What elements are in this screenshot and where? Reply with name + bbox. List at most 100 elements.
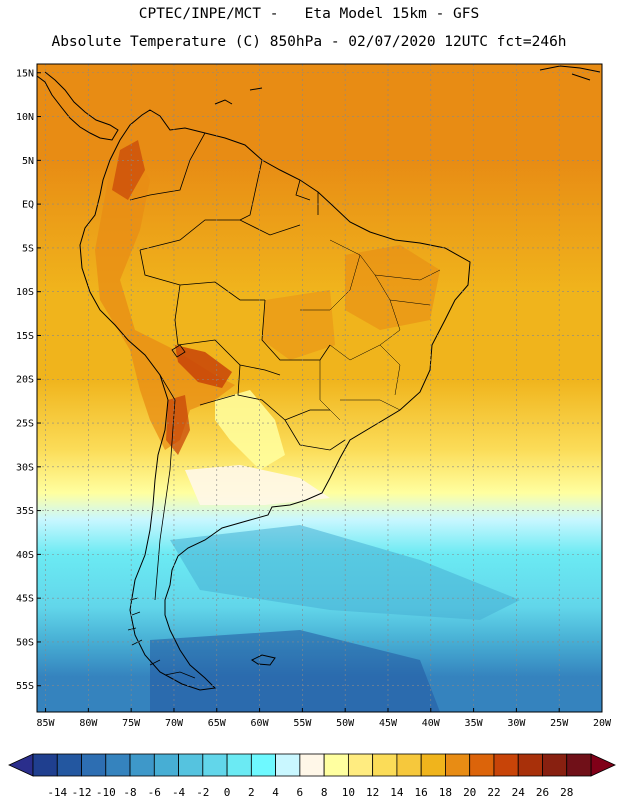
chart-title-line-2: Absolute Temperature (C) 850hPa - 02/07/… [51,34,567,50]
colorbar-swatch [153,753,179,777]
colorbar-swatch [542,753,568,777]
colorbar-label: -10 [96,786,116,799]
lat-tick-label: 10S [16,287,34,298]
central-brazil-warm-zone [262,290,335,360]
longitude-axis: 85W 80W 75W 70W 65W 60W 55W 50W 45W 40W 35W 30W 25W 2… [37,708,612,729]
colorbar-swatch [445,753,471,777]
colorbar-label: 22 [487,786,500,799]
lon-tick-label: 25W [550,718,569,729]
lon-tick-label: 30W [507,718,526,729]
colorbar-swatch [493,753,519,777]
colorbar-label: 18 [439,786,452,799]
colorbar-swatch [81,753,107,777]
atlantic-cold-tongue [170,525,520,620]
lat-tick-label: 40S [16,550,34,561]
lat-tick-label: 15N [16,68,34,79]
colorbar-label: -6 [148,786,161,799]
colorbar-label: -12 [72,786,92,799]
colorbar-swatch [129,753,155,777]
lat-tick-label: 45S [16,594,34,605]
colorbar-label: 16 [415,786,428,799]
lon-tick-label: 75W [122,718,141,729]
southern-cold-zone [150,630,440,712]
map-frame [36,63,603,713]
state-borders [300,239,441,421]
south-america-coastline [79,109,471,691]
colorbar-label: -4 [172,786,186,799]
colorbar-swatch [396,753,422,777]
colorbar-label: 10 [342,786,355,799]
lon-tick-label: 60W [251,718,270,729]
colorbar-swatch [323,753,349,777]
lat-tick-label: 5N [22,156,34,167]
colombia-hot-zone [112,140,145,200]
lat-tick-label: 15S [16,331,34,342]
country-borders [129,132,346,601]
lat-tick-label: 30S [16,462,34,473]
colorbar-label: 28 [560,786,573,799]
colorbar-swatch [56,753,82,777]
lat-tick-label: 10N [16,112,34,123]
color-scale-labels: -14 -12 -10 -8 -6 -4 -2 0 2 4 6 8 10 12 14 16 18 20 22 24 26… [47,786,573,799]
colorbar-label: 12 [366,786,379,799]
colorbar-swatch [226,753,252,777]
lon-tick-label: 35W [465,718,484,729]
lon-tick-label: 45W [379,718,398,729]
altiplano-hot-zone [175,345,232,388]
colorbar-swatch [105,753,131,777]
patagonia-archipelago [127,597,196,679]
colorbar-label: 20 [463,786,476,799]
colorbar-swatch [275,753,301,777]
colorbar-swatch [347,753,374,777]
lon-tick-label: 65W [208,718,227,729]
lat-tick-label: 55S [16,681,34,692]
lat-tick-label: 20S [16,375,34,386]
lon-tick-label: 80W [79,718,98,729]
colorbar-label: 2 [248,786,255,799]
colorbar-label: 14 [390,786,404,799]
falkland-islands [251,654,276,666]
lon-tick-label: 85W [37,718,56,729]
colorbar-high-arrow [590,753,616,777]
colorbar-label: -2 [196,786,209,799]
northeast-brazil-warm-zone [345,245,440,330]
rio-de-la-plata-cool-zone [185,465,330,505]
lon-tick-label: 20W [593,718,612,729]
colorbar-label: 0 [224,786,231,799]
colorbar-label: 4 [272,786,279,799]
colorbar-label: -8 [123,786,136,799]
chart-title-line-1: CPTEC/INPE/MCT - Eta Model 15km - GFS [138,6,480,22]
colorbar-swatch [32,753,58,777]
lon-tick-label: 55W [293,718,312,729]
caribbean-islands [214,65,601,105]
colorbar-swatch [372,753,398,777]
lat-tick-label: EQ [22,200,34,211]
lat-tick-label: 25S [16,419,34,430]
colorbar-label: -14 [47,786,67,799]
colorbar-label: 8 [321,786,328,799]
lat-tick-label: 5S [22,243,34,254]
colorbar-swatch [202,753,228,777]
colorbar-swatch [517,753,543,777]
colorbar-low-arrow [8,753,34,777]
lake-titicaca [171,344,186,358]
colorbar-swatch [420,753,446,777]
lat-tick-label: 35S [16,506,34,517]
lat-tick-label: 50S [16,637,34,648]
colorbar-swatch [250,753,277,777]
lon-tick-label: 50W [336,718,355,729]
latitude-axis: 15N 10N 5N EQ 5S 10S 15S 20S 25S 30S 35S 40S 45S 50S 5… [16,68,41,692]
colorbar-swatch [178,753,204,777]
colorbar-swatch [299,753,325,777]
chaco-cool-zone [215,390,285,470]
central-america-coastline [37,71,119,141]
colorbar-label: 26 [536,786,549,799]
colorbar-label: 24 [512,786,526,799]
colorbar-label: 6 [297,786,304,799]
colorbar-swatch [566,753,592,777]
lon-tick-label: 40W [422,718,441,729]
color-scale-bar [8,753,616,777]
colorbar-swatch [469,753,495,777]
lon-tick-label: 70W [165,718,184,729]
